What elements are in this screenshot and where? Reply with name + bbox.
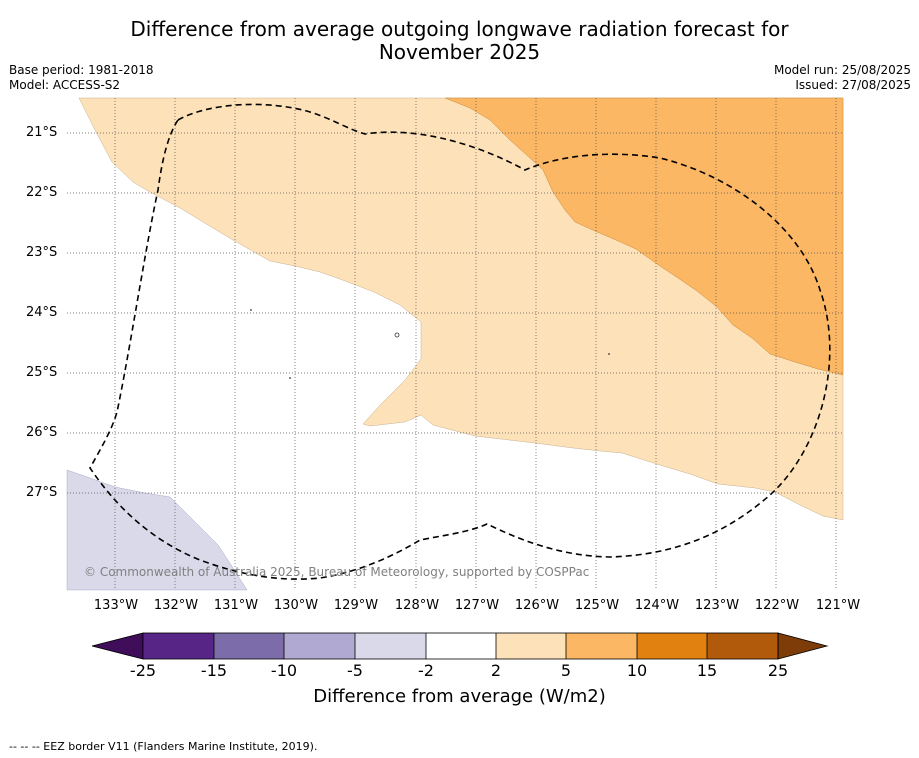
colorbar-extend-high <box>777 632 829 660</box>
model-name: Model: ACCESS-S2 <box>9 78 121 92</box>
lon-tick: 121°W <box>815 598 861 613</box>
meta-left: Base period: 1981-2018 Model: ACCESS-S2 <box>9 63 154 93</box>
colorbar-segment <box>566 633 637 659</box>
colorbar-tick-label: -5 <box>347 661 363 680</box>
lat-tick: 22°S <box>26 185 58 200</box>
lat-tick: 21°S <box>26 125 58 140</box>
lon-tick: 129°W <box>333 598 379 613</box>
contour-speck <box>250 309 252 311</box>
colorbar-extend-low <box>91 632 144 660</box>
colorbar-tick-label: 15 <box>696 661 718 680</box>
colorbar-tick-label: 2 <box>490 661 502 680</box>
colorbar-segment <box>707 633 778 659</box>
colorbar-segment <box>637 633 707 659</box>
lon-tick: 126°W <box>514 598 560 613</box>
lat-tick: 24°S <box>26 305 58 320</box>
colorbar-tick-label: 5 <box>560 661 572 680</box>
lat-tick: 25°S <box>26 365 58 380</box>
eez-border-footnote: -- -- -- EEZ border V11 (Flanders Marine… <box>9 740 318 753</box>
eez-border-line <box>89 103 831 580</box>
lat-tick: 27°S <box>26 485 58 500</box>
issued-date: Issued: 27/08/2025 <box>795 78 911 92</box>
lat-tick: 23°S <box>26 245 58 260</box>
lon-tick: 123°W <box>694 598 740 613</box>
colorbar-title: Difference from average (W/m2) <box>313 686 606 707</box>
anomaly-region-5-to-10 <box>444 97 844 376</box>
lon-tick: 130°W <box>273 598 319 613</box>
colorbar-segment <box>496 633 566 659</box>
copyright-credit: © Commonwealth of Australia 2025, Bureau… <box>84 565 590 579</box>
colorbar-segment <box>426 633 496 659</box>
lon-tick: 128°W <box>394 598 440 613</box>
model-run: Model run: 25/08/2025 <box>773 63 911 77</box>
map-title-line-1: Difference from average outgoing longwav… <box>130 17 789 41</box>
colorbar-tick-label: 25 <box>767 661 789 680</box>
lon-tick: 133°W <box>93 598 139 613</box>
map-title: Difference from average outgoing longwav… <box>0 18 919 64</box>
colorbar-segment <box>284 633 355 659</box>
contour-speck <box>608 353 610 355</box>
anomaly-region-minus5-to-minus2 <box>66 469 248 591</box>
colorbar-tick-label: -15 <box>200 661 228 680</box>
lon-tick: 122°W <box>754 598 800 613</box>
base-period: Base period: 1981-2018 <box>9 63 154 77</box>
lon-tick: 124°W <box>634 598 680 613</box>
colorbar-tick-label: -10 <box>270 661 298 680</box>
lat-tick: 26°S <box>26 425 58 440</box>
colorbar-tick-label: -2 <box>418 661 434 680</box>
contour-speck <box>394 332 400 338</box>
colorbar-segment <box>355 633 426 659</box>
lon-tick: 131°W <box>213 598 259 613</box>
lon-tick: 127°W <box>454 598 500 613</box>
colorbar <box>91 632 829 660</box>
graticule <box>67 98 843 590</box>
contour-speck <box>289 377 291 379</box>
map-title-line-2: November 2025 <box>378 40 541 64</box>
colorbar-tick-label: -25 <box>129 661 157 680</box>
lon-tick: 132°W <box>153 598 199 613</box>
colorbar-tick-label: 10 <box>626 661 648 680</box>
colorbar-segment <box>214 633 284 659</box>
colorbar-segment <box>143 633 214 659</box>
meta-right: Model run: 25/08/2025 Issued: 27/08/2025 <box>774 63 911 93</box>
lon-tick: 125°W <box>574 598 620 613</box>
